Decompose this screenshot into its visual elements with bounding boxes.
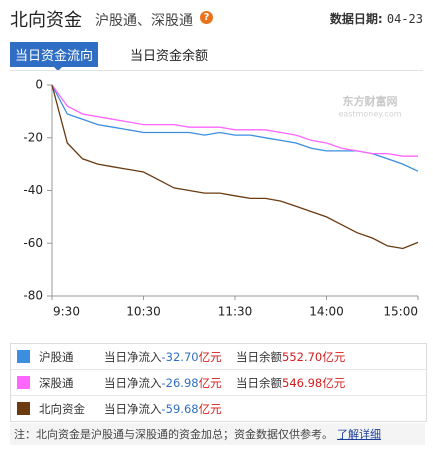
inflow-value: -26.98 bbox=[161, 375, 199, 390]
net-inflow: 当日净流入-26.98亿元 bbox=[104, 375, 222, 391]
series-line bbox=[51, 84, 419, 250]
date-label: 数据日期: bbox=[329, 12, 383, 26]
balance-unit: 亿元 bbox=[322, 375, 346, 390]
inflow-value: -32.70 bbox=[161, 349, 199, 364]
legend-row: 北向资金 当日净流入-59.68亿元 bbox=[11, 396, 426, 421]
x-tick-label: 15:00 bbox=[383, 305, 418, 319]
balance-label: 当日余额 bbox=[236, 349, 282, 364]
net-inflow: 当日净流入-32.70亿元 bbox=[104, 349, 222, 365]
chart: 东方财富网 eastmoney.com 0 -20 -40 -60 -80 9:30 10:30… bbox=[23, 78, 419, 319]
subtitle: 沪股通、深股通 bbox=[95, 13, 193, 29]
footer-note: 注：北向资金是沪股通与深股通的资金加总；资金数据仅供参考。 bbox=[14, 428, 333, 441]
balance-unit: 亿元 bbox=[322, 349, 346, 364]
legend-name: 深股通 bbox=[39, 375, 74, 390]
inflow-unit: 亿元 bbox=[198, 349, 222, 364]
watermark: eastmoney.com bbox=[338, 110, 401, 119]
balance-label: 当日余额 bbox=[236, 375, 282, 390]
tab-active[interactable]: 当日资金流向 bbox=[10, 42, 99, 67]
footer: 注：北向资金是沪股通与深股通的资金加总；资金数据仅供参考。 了解详细 bbox=[10, 423, 425, 445]
balance-value: 552.70 bbox=[282, 349, 323, 364]
inflow-unit: 亿元 bbox=[198, 375, 222, 390]
inflow-label: 当日净流入 bbox=[104, 401, 162, 416]
legend-table: 沪股通 当日净流入-32.70亿元 当日余额552.70亿元 深股通 当日净流入-26.… bbox=[10, 343, 427, 422]
date-info: 数据日期: 04-23 bbox=[330, 10, 423, 27]
tab[interactable]: 当日资金余额 bbox=[130, 49, 209, 64]
tab-pointer bbox=[53, 66, 63, 71]
series-line bbox=[51, 84, 418, 157]
legend-name: 沪股通 bbox=[39, 349, 74, 364]
x-tick-label: 9:30 bbox=[53, 305, 80, 319]
help-icon[interactable]: ? bbox=[200, 11, 213, 24]
x-tick-label: 11:30 bbox=[218, 305, 253, 319]
inflow-value: -59.68 bbox=[161, 401, 199, 416]
y-tick-label: -80 bbox=[23, 289, 43, 303]
divider bbox=[10, 70, 423, 71]
inflow-label: 当日净流入 bbox=[104, 349, 162, 364]
details-link[interactable]: 了解详细 bbox=[337, 428, 381, 441]
balance: 当日余额552.70亿元 bbox=[236, 349, 345, 365]
page-title: 北向资金 bbox=[10, 10, 82, 31]
y-tick-label: -20 bbox=[23, 130, 43, 144]
net-inflow: 当日净流入-59.68亿元 bbox=[104, 401, 222, 417]
watermark: 东方财富网 bbox=[343, 94, 398, 108]
balance: 当日余额546.98亿元 bbox=[236, 375, 345, 391]
legend-name: 北向资金 bbox=[39, 401, 85, 416]
date-value: 04-23 bbox=[386, 12, 423, 26]
y-tick-label: -60 bbox=[23, 236, 43, 250]
inflow-label: 当日净流入 bbox=[104, 375, 162, 390]
balance-value: 546.98 bbox=[282, 375, 323, 390]
x-tick-label: 14:00 bbox=[309, 305, 344, 319]
legend-swatch bbox=[17, 350, 30, 363]
y-tick-label: -40 bbox=[23, 183, 43, 197]
legend-row: 深股通 当日净流入-26.98亿元 当日余额546.98亿元 bbox=[11, 370, 426, 396]
inflow-unit: 亿元 bbox=[198, 401, 222, 416]
y-tick-label: 0 bbox=[35, 78, 43, 92]
legend-swatch bbox=[17, 402, 30, 415]
legend-row: 沪股通 当日净流入-32.70亿元 当日余额552.70亿元 bbox=[11, 344, 426, 370]
x-tick-label: 10:30 bbox=[126, 305, 161, 319]
legend-swatch bbox=[17, 376, 30, 389]
